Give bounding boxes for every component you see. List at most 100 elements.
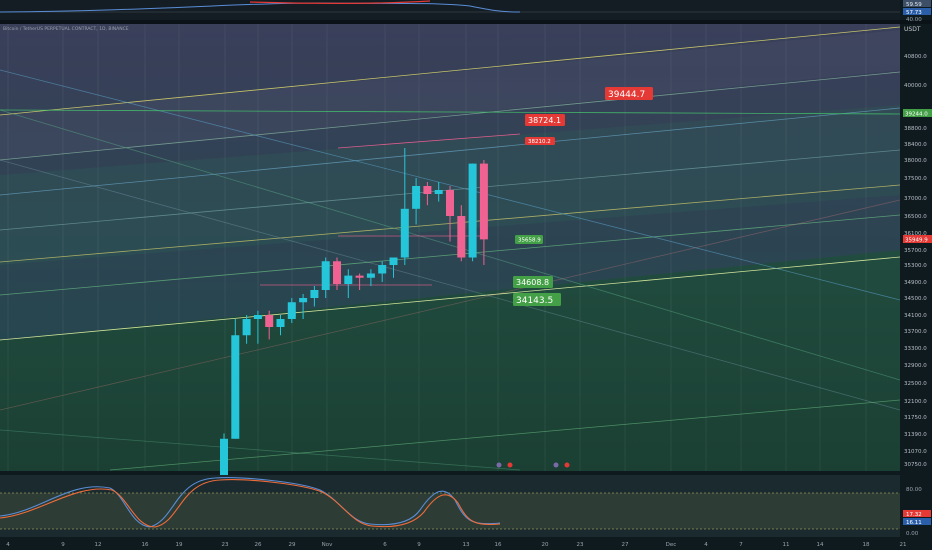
candle-body[interactable]: [333, 261, 341, 284]
time-tick-label: 4: [6, 542, 10, 548]
price-tick-label: 38800.0: [904, 126, 927, 132]
price-annotation-box: [513, 293, 561, 306]
price-tick-label: 31750.0: [904, 415, 927, 421]
channel-lines: [0, 26, 901, 471]
candle-body[interactable]: [446, 190, 454, 216]
time-tick-label: 21: [900, 542, 907, 548]
price-tick-label: 40000.0: [904, 83, 927, 89]
candle-body[interactable]: [265, 315, 274, 327]
time-axis-labels: 4 9 12 16 19 23 26 29 Nov 6 9 13 16 20 23 27 Dec 4 7 11 14 18…: [6, 542, 906, 548]
time-tick-label: 14: [817, 542, 824, 548]
candle-body[interactable]: [287, 302, 296, 319]
stoch-upper-value: 80.00: [906, 487, 922, 493]
candle-body[interactable]: [253, 315, 262, 319]
time-tick-label: 11: [783, 542, 790, 548]
price-tick-label: 38400.0: [904, 142, 927, 148]
candle-body[interactable]: [434, 190, 443, 194]
event-icon[interactable]: [507, 462, 513, 468]
candle-body[interactable]: [378, 265, 387, 274]
price-annotation-box: [513, 276, 553, 288]
green-channel-fill: [0, 250, 900, 471]
price-annotation-text: 38724.1: [528, 116, 561, 125]
price-annotation-text: 39444.7: [608, 90, 645, 100]
candles-group[interactable]: [220, 148, 488, 507]
price-tick-label: 32900.0: [904, 363, 927, 369]
candle-body[interactable]: [310, 290, 319, 298]
price-tick-label: 38000.0: [904, 158, 927, 164]
price-annotation-box: [605, 87, 653, 100]
candle-body[interactable]: [344, 275, 353, 284]
current-price-text: 35949.9: [905, 238, 928, 244]
time-tick-label: 16: [495, 542, 502, 548]
price-tick-label: 31070.0: [904, 449, 927, 455]
price-tick-label: 31390.0: [904, 432, 927, 438]
time-tick-label: 12: [95, 542, 102, 548]
currency-label: USDT: [904, 26, 921, 33]
time-tick-label: 19: [176, 542, 183, 548]
price-annotation-text: 34143.5: [516, 296, 553, 306]
price-tick-label: 36100.0: [904, 231, 927, 237]
candle-body[interactable]: [423, 186, 432, 194]
price-axis-labels: 40800.040000.039200.038800.038400.038000…: [904, 54, 927, 468]
candle-body[interactable]: [220, 438, 228, 503]
top-indicator-pane[interactable]: [0, 0, 900, 20]
candle-body[interactable]: [457, 216, 466, 258]
time-tick-label: 20: [542, 542, 549, 548]
top-panel-value-3: 40.00: [906, 17, 922, 23]
marked-level-tag: [903, 109, 932, 117]
event-icon[interactable]: [553, 462, 559, 468]
candle-body[interactable]: [355, 275, 364, 278]
price-annotation-box: [515, 235, 543, 244]
time-tick-label: 29: [289, 542, 296, 548]
price-tick-label: 33700.0: [904, 329, 927, 335]
time-tick-label: 18: [863, 542, 870, 548]
candle-body[interactable]: [321, 261, 330, 290]
time-tick-label: 4: [704, 542, 708, 548]
time-tick-label: 27: [622, 542, 629, 548]
price-tick-label: 33300.0: [904, 346, 927, 352]
symbol-title: Bitcoin / TetherUS PERPETUAL CONTRACT, 1…: [3, 26, 129, 32]
price-tick-label: 34100.0: [904, 313, 927, 319]
candle-body[interactable]: [276, 319, 285, 327]
price-annotation-box: [525, 137, 555, 145]
candle-body[interactable]: [400, 208, 409, 258]
candle-body[interactable]: [479, 163, 488, 240]
event-icon[interactable]: [564, 462, 570, 468]
current-price-tag: [903, 235, 932, 243]
time-tick-label: 23: [577, 542, 584, 548]
top-panel-value-2: 57.73: [906, 10, 922, 16]
time-tick-label: Dec: [666, 542, 677, 548]
price-tick-label: 37500.0: [904, 176, 927, 182]
top-panel-value-1: 59.59: [906, 2, 922, 8]
candle-body[interactable]: [231, 335, 240, 439]
marked-level-text: 39244.0: [905, 112, 928, 118]
candle-body[interactable]: [299, 298, 308, 303]
time-tick-label: 7: [739, 542, 743, 548]
price-tick-label: 34500.0: [904, 296, 927, 302]
time-tick-label: 9: [61, 542, 65, 548]
price-tick-label: 30750.0: [904, 462, 927, 468]
candle-body[interactable]: [389, 257, 398, 266]
price-annotation-text: 35658.9: [518, 237, 541, 243]
price-tick-label: 35700.0: [904, 248, 927, 254]
price-tick-label: 37000.0: [904, 196, 927, 202]
price-tick-label: 35300.0: [904, 263, 927, 269]
candle-body[interactable]: [366, 273, 375, 278]
candle-body[interactable]: [468, 163, 477, 258]
candle-body[interactable]: [242, 319, 251, 336]
price-annotation-box: [525, 114, 565, 126]
stoch-d-value: 16.11: [906, 520, 922, 526]
price-annotation-text: 38210.2: [528, 139, 551, 145]
price-tick-label: 32500.0: [904, 381, 927, 387]
annotations-group: 39444.7 38724.1 38210.2 35658.9 34608.8 34143…: [513, 87, 653, 306]
price-tick-label: 32100.0: [904, 399, 927, 405]
price-annotation-text: 34608.8: [516, 278, 549, 287]
event-icon[interactable]: [496, 462, 502, 468]
time-tick-label: 9: [417, 542, 421, 548]
candle-body[interactable]: [412, 186, 421, 209]
time-tick-label: 6: [383, 542, 387, 548]
time-tick-label: 26: [255, 542, 262, 548]
stoch-lower-value: 0.00: [906, 531, 919, 537]
